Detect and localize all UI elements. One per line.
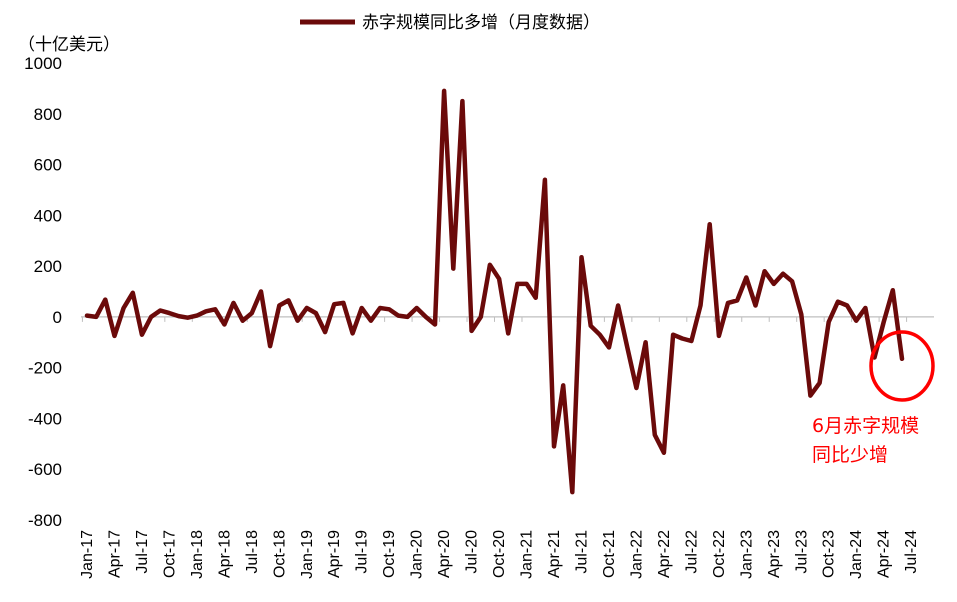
- y-tick-label: -200: [28, 359, 62, 378]
- y-tick-label: 400: [34, 206, 62, 225]
- x-tick-label: Jul-21: [573, 530, 590, 574]
- x-tick-label: Apr-21: [546, 530, 563, 578]
- x-tick-label: Oct-17: [161, 530, 178, 578]
- y-tick-label: -400: [28, 409, 62, 428]
- x-tick-label: Oct-20: [491, 530, 508, 578]
- x-tick-label: Apr-18: [216, 530, 233, 578]
- x-tick-label: Oct-22: [711, 530, 728, 578]
- y-tick-label: 1000: [24, 54, 62, 73]
- y-tick-label: -800: [28, 511, 62, 530]
- x-tick-label: Apr-20: [436, 530, 453, 578]
- y-tick-label: 800: [34, 105, 62, 124]
- x-tick-label: Apr-17: [106, 530, 123, 578]
- x-axis-tickmarks: [81, 316, 908, 322]
- x-tick-label: Jul-19: [354, 530, 371, 574]
- x-tick-label: Jul-23: [793, 530, 810, 574]
- x-tick-label: Jan-24: [848, 530, 865, 579]
- x-tick-label: Oct-18: [271, 530, 288, 578]
- x-tick-label: Jan-18: [189, 530, 206, 579]
- x-axis-ticks: Jan-17 Apr-17 Jul-17 Oct-17 Jan-18 Apr-18 Jul-…: [79, 530, 920, 579]
- annotation-text-line2: 同比少增: [812, 444, 888, 466]
- x-tick-label: Jan-20: [409, 530, 426, 579]
- y-tick-label: 600: [34, 156, 62, 175]
- annotation-circle: [869, 330, 935, 402]
- x-tick-label: Apr-24: [876, 530, 893, 578]
- x-tick-label: Apr-23: [766, 530, 783, 578]
- x-tick-label: Jul-17: [134, 530, 151, 574]
- x-tick-label: Oct-23: [821, 530, 838, 578]
- y-tick-label: 200: [34, 257, 62, 276]
- series-line: [84, 88, 905, 495]
- x-tick-label: Jan-23: [738, 530, 755, 579]
- x-tick-label: Oct-19: [381, 530, 398, 578]
- annotation-text-line1: 6月赤字规模: [812, 415, 919, 437]
- y-tick-label: 0: [53, 308, 62, 327]
- x-tick-label: Jul-24: [903, 530, 920, 574]
- x-tick-label: Apr-22: [656, 530, 673, 578]
- legend-label: 赤字规模同比多增（月度数据）: [362, 13, 600, 33]
- y-tick-label: -600: [28, 460, 62, 479]
- x-tick-label: Jan-21: [519, 530, 536, 579]
- x-tick-label: Jan-17: [79, 530, 96, 579]
- x-tick-label: Jul-20: [464, 530, 481, 574]
- x-tick-label: Jul-18: [244, 530, 261, 574]
- y-axis-label: （十亿美元）: [18, 35, 120, 55]
- y-axis-ticks: 1000 800 600 400 200 0 -200 -400 -600 -800: [24, 54, 62, 530]
- x-tick-label: Apr-19: [326, 530, 343, 578]
- x-tick-label: Jan-22: [628, 530, 645, 579]
- x-tick-label: Oct-21: [601, 530, 618, 578]
- legend: 赤字规模同比多增（月度数据）: [300, 13, 600, 33]
- x-tick-label: Jul-22: [683, 530, 700, 574]
- x-tick-label: Jan-19: [299, 530, 316, 579]
